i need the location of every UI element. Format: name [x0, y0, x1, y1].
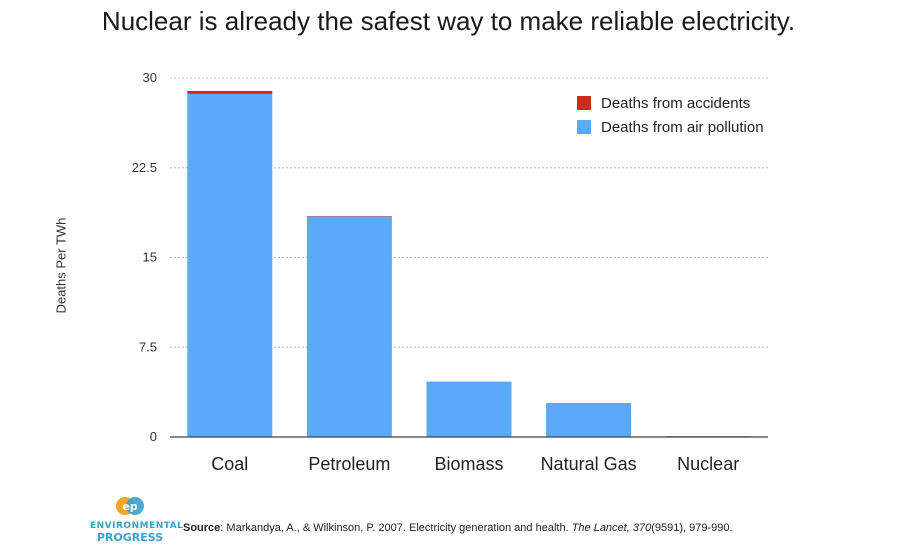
- logo-mark-text: ep: [122, 500, 137, 513]
- logo-line-1: ENVIRONMENTAL: [90, 521, 184, 531]
- x-tick-label: Petroleum: [308, 454, 390, 474]
- y-tick-label: 15: [143, 250, 157, 265]
- x-tick-label: Coal: [211, 454, 248, 474]
- legend-label: Deaths from air pollution: [601, 119, 764, 136]
- chart-title: Nuclear is already the safest way to mak…: [101, 6, 796, 36]
- y-tick-label: 30: [143, 70, 157, 85]
- legend-swatch: [577, 96, 591, 110]
- y-tick-label: 7.5: [139, 339, 157, 354]
- bar-biomass-deaths-from-air-pollution: [426, 381, 512, 437]
- source-issue: (9591), 979-990.: [651, 522, 733, 534]
- source-text: : Markandya, A., & Wilkinson, P. 2007. E…: [220, 522, 572, 534]
- legend-label: Deaths from accidents: [601, 95, 750, 112]
- y-tick-label: 0: [150, 429, 157, 444]
- legend: Deaths from accidents Deaths from air pol…: [577, 95, 764, 136]
- x-tick-label: Nuclear: [677, 454, 739, 474]
- bar-layer: [187, 90, 751, 438]
- x-tick-label: Biomass: [434, 454, 503, 474]
- bar-natural-gas-deaths-from-air-pollution: [546, 403, 632, 437]
- ep-logo-icon: ep: [116, 497, 144, 515]
- source-label: Source: [183, 522, 221, 534]
- bar-petroleum-deaths-from-air-pollution: [306, 216, 392, 437]
- x-tick-layer: Coal Petroleum Biomass Natural Gas Nuclear: [211, 454, 739, 474]
- bar-coal-deaths-from-accidents: [187, 90, 273, 94]
- y-tick-layer: 30 22.5 15 7.5 0: [132, 70, 157, 444]
- y-tick-label: 22.5: [132, 160, 157, 175]
- x-tick-label: Natural Gas: [541, 454, 637, 474]
- source-journal: The Lancet, 370: [571, 522, 652, 534]
- source-citation: Source: Markandya, A., & Wilkinson, P. 2…: [183, 522, 733, 534]
- logo-line-2: PROGRESS: [96, 531, 164, 544]
- legend-swatch: [577, 120, 591, 134]
- environmental-progress-logo: ep ENVIRONMENTAL PROGRESS: [90, 496, 184, 544]
- bar-coal-deaths-from-air-pollution: [187, 93, 273, 438]
